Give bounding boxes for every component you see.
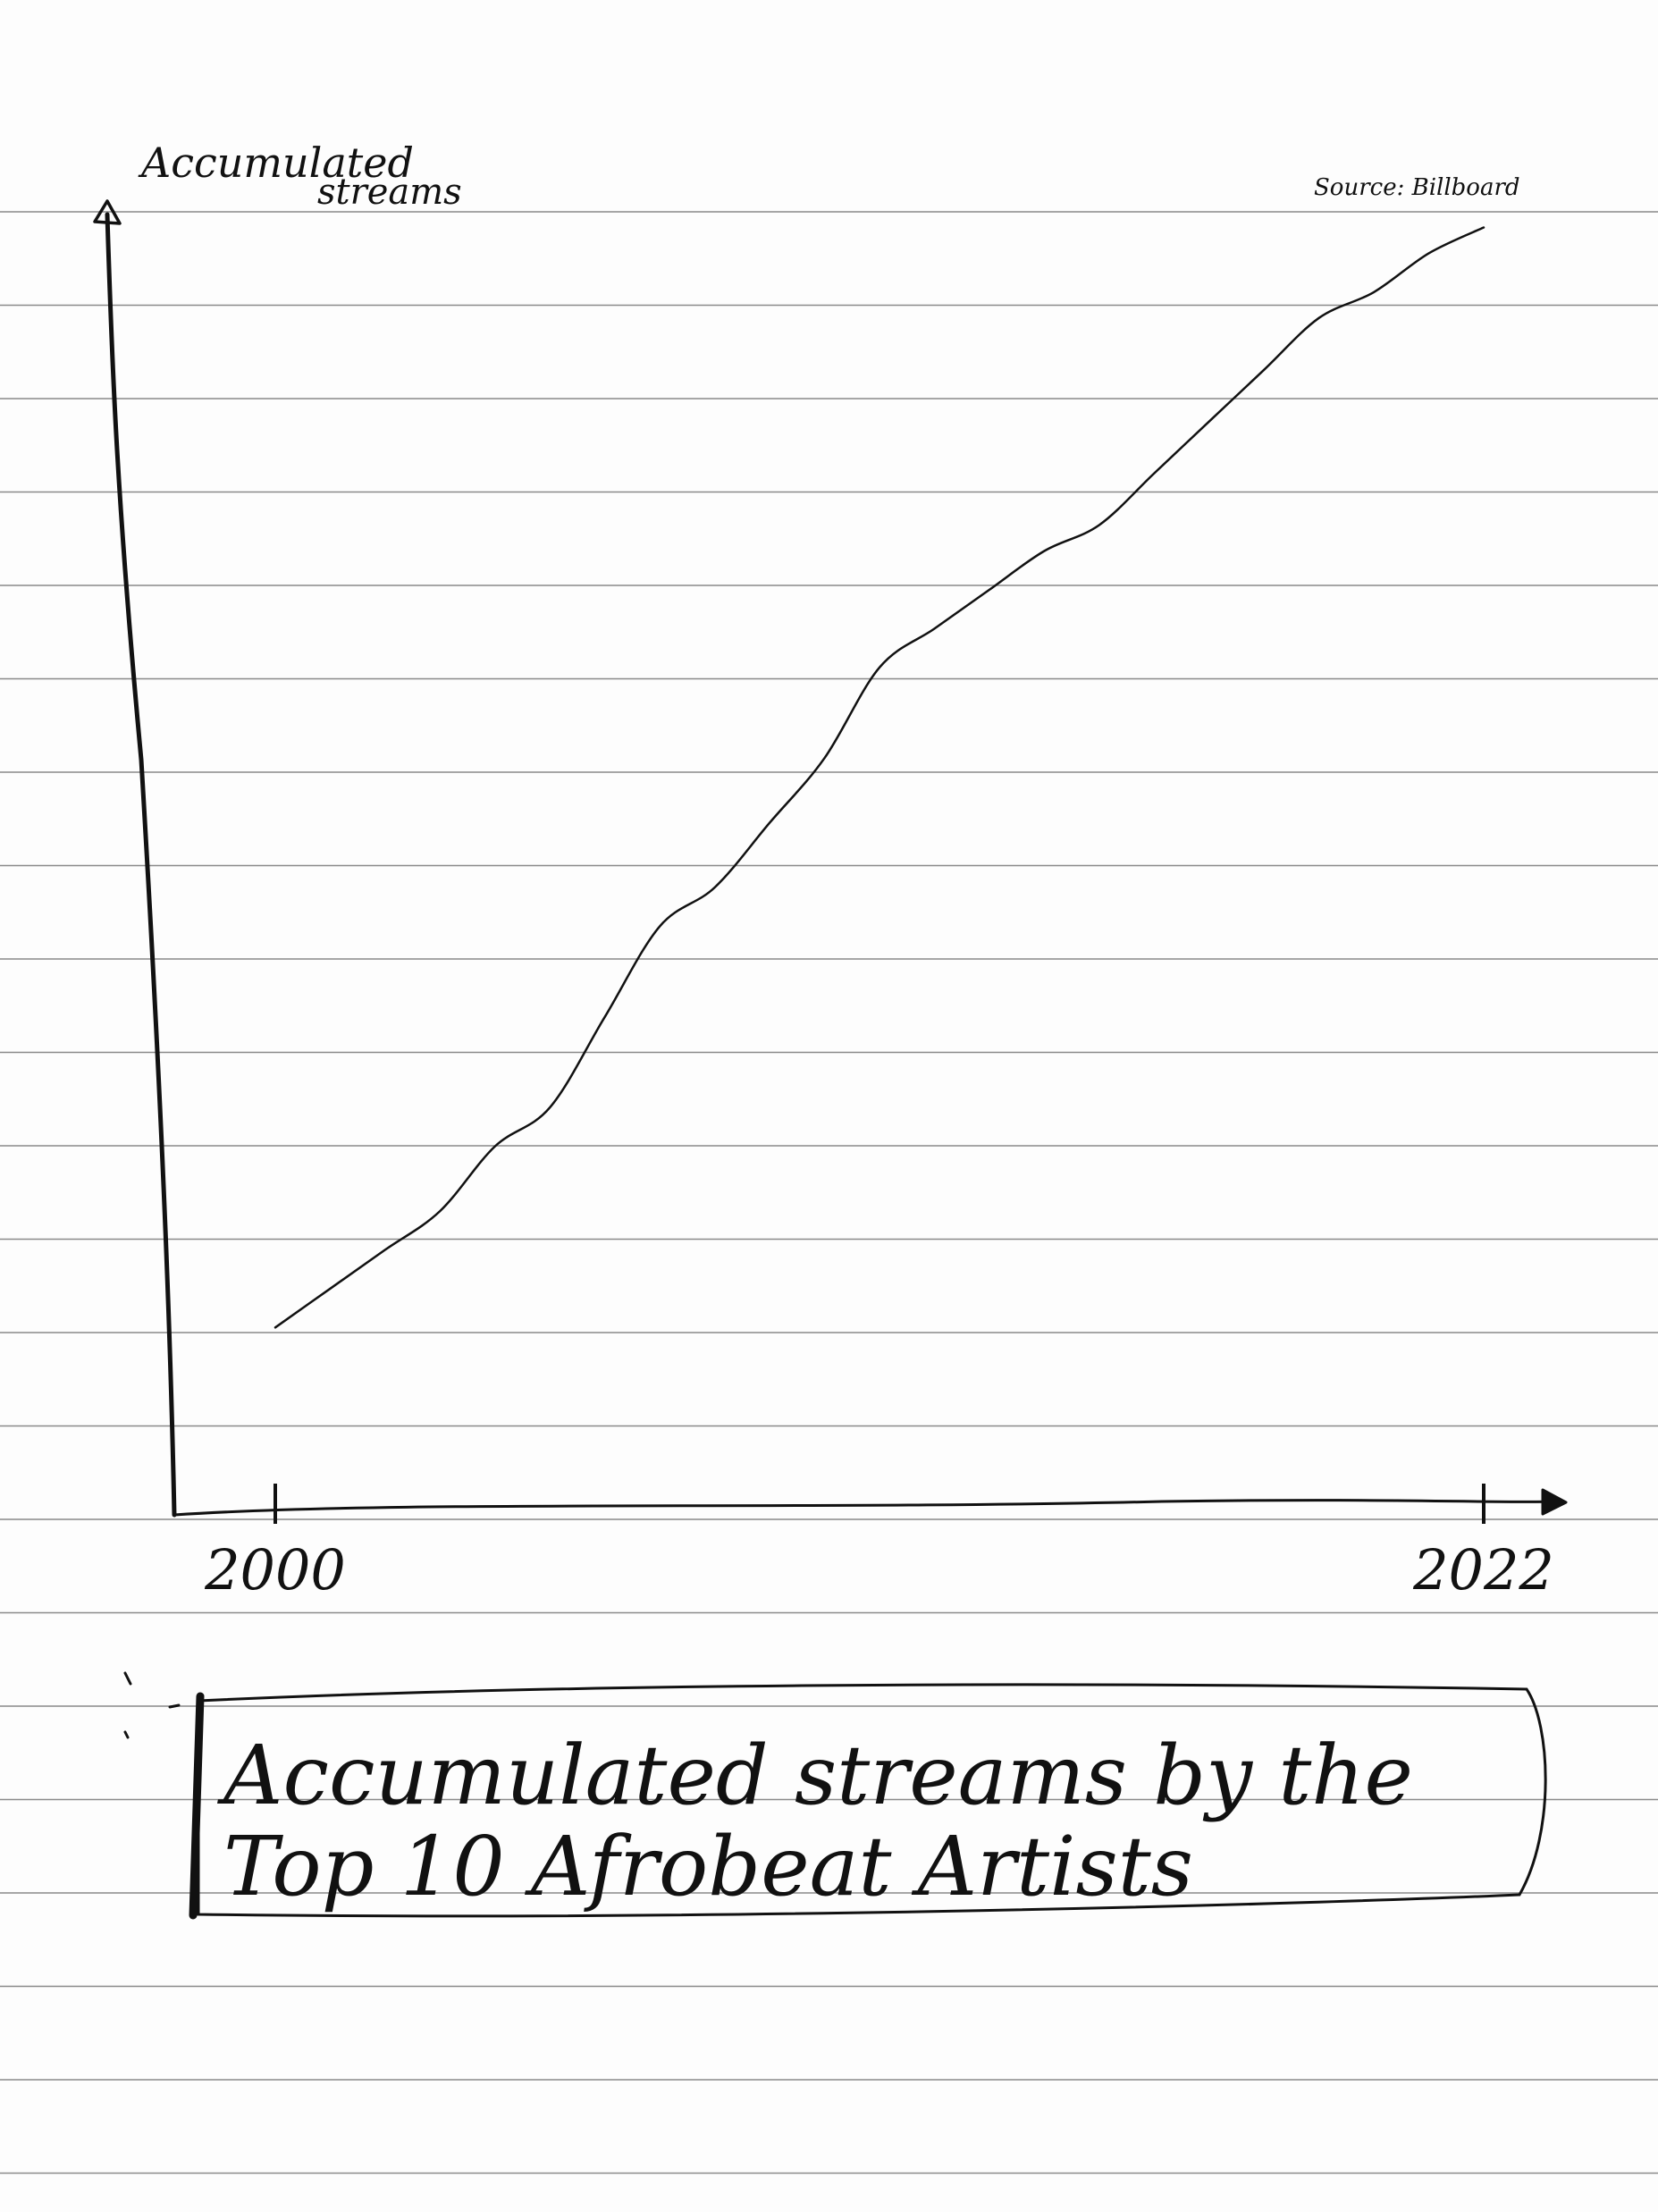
y-axis-arrowhead — [93, 199, 122, 225]
y-axis-label-line-1: Accumulated — [138, 139, 414, 187]
x-axis — [173, 1499, 1557, 1517]
y-axis-label-line-2: streams — [317, 172, 462, 213]
y-axis — [105, 212, 177, 1518]
x-axis-arrowhead — [1541, 1488, 1568, 1516]
line-chart: 2000 2022 Accumulated streams Source: Bil… — [93, 139, 1568, 1602]
chart-title-line-1: Accumulated streams by the — [216, 1728, 1413, 1823]
x-tick-label: 2022 — [1412, 1537, 1554, 1602]
title-box-left-bar — [189, 1692, 205, 1920]
series-line — [274, 226, 1485, 1329]
chart-title-box: Accumulated streams by the Top 10 Afrobe… — [123, 1671, 1547, 1920]
x-tick-label: 2000 — [204, 1537, 346, 1602]
notebook-rule-lines — [0, 211, 1658, 2174]
series-line-group — [274, 226, 1485, 1329]
title-box-frame — [197, 1683, 1547, 1918]
chart-title-line-2: Top 10 Afrobeat Artists — [223, 1819, 1193, 1914]
title-box-tick-marks — [123, 1671, 181, 1739]
source-note: Source: Billboard — [1314, 174, 1520, 201]
x-axis-ticks: 2000 2022 — [204, 1484, 1554, 1602]
